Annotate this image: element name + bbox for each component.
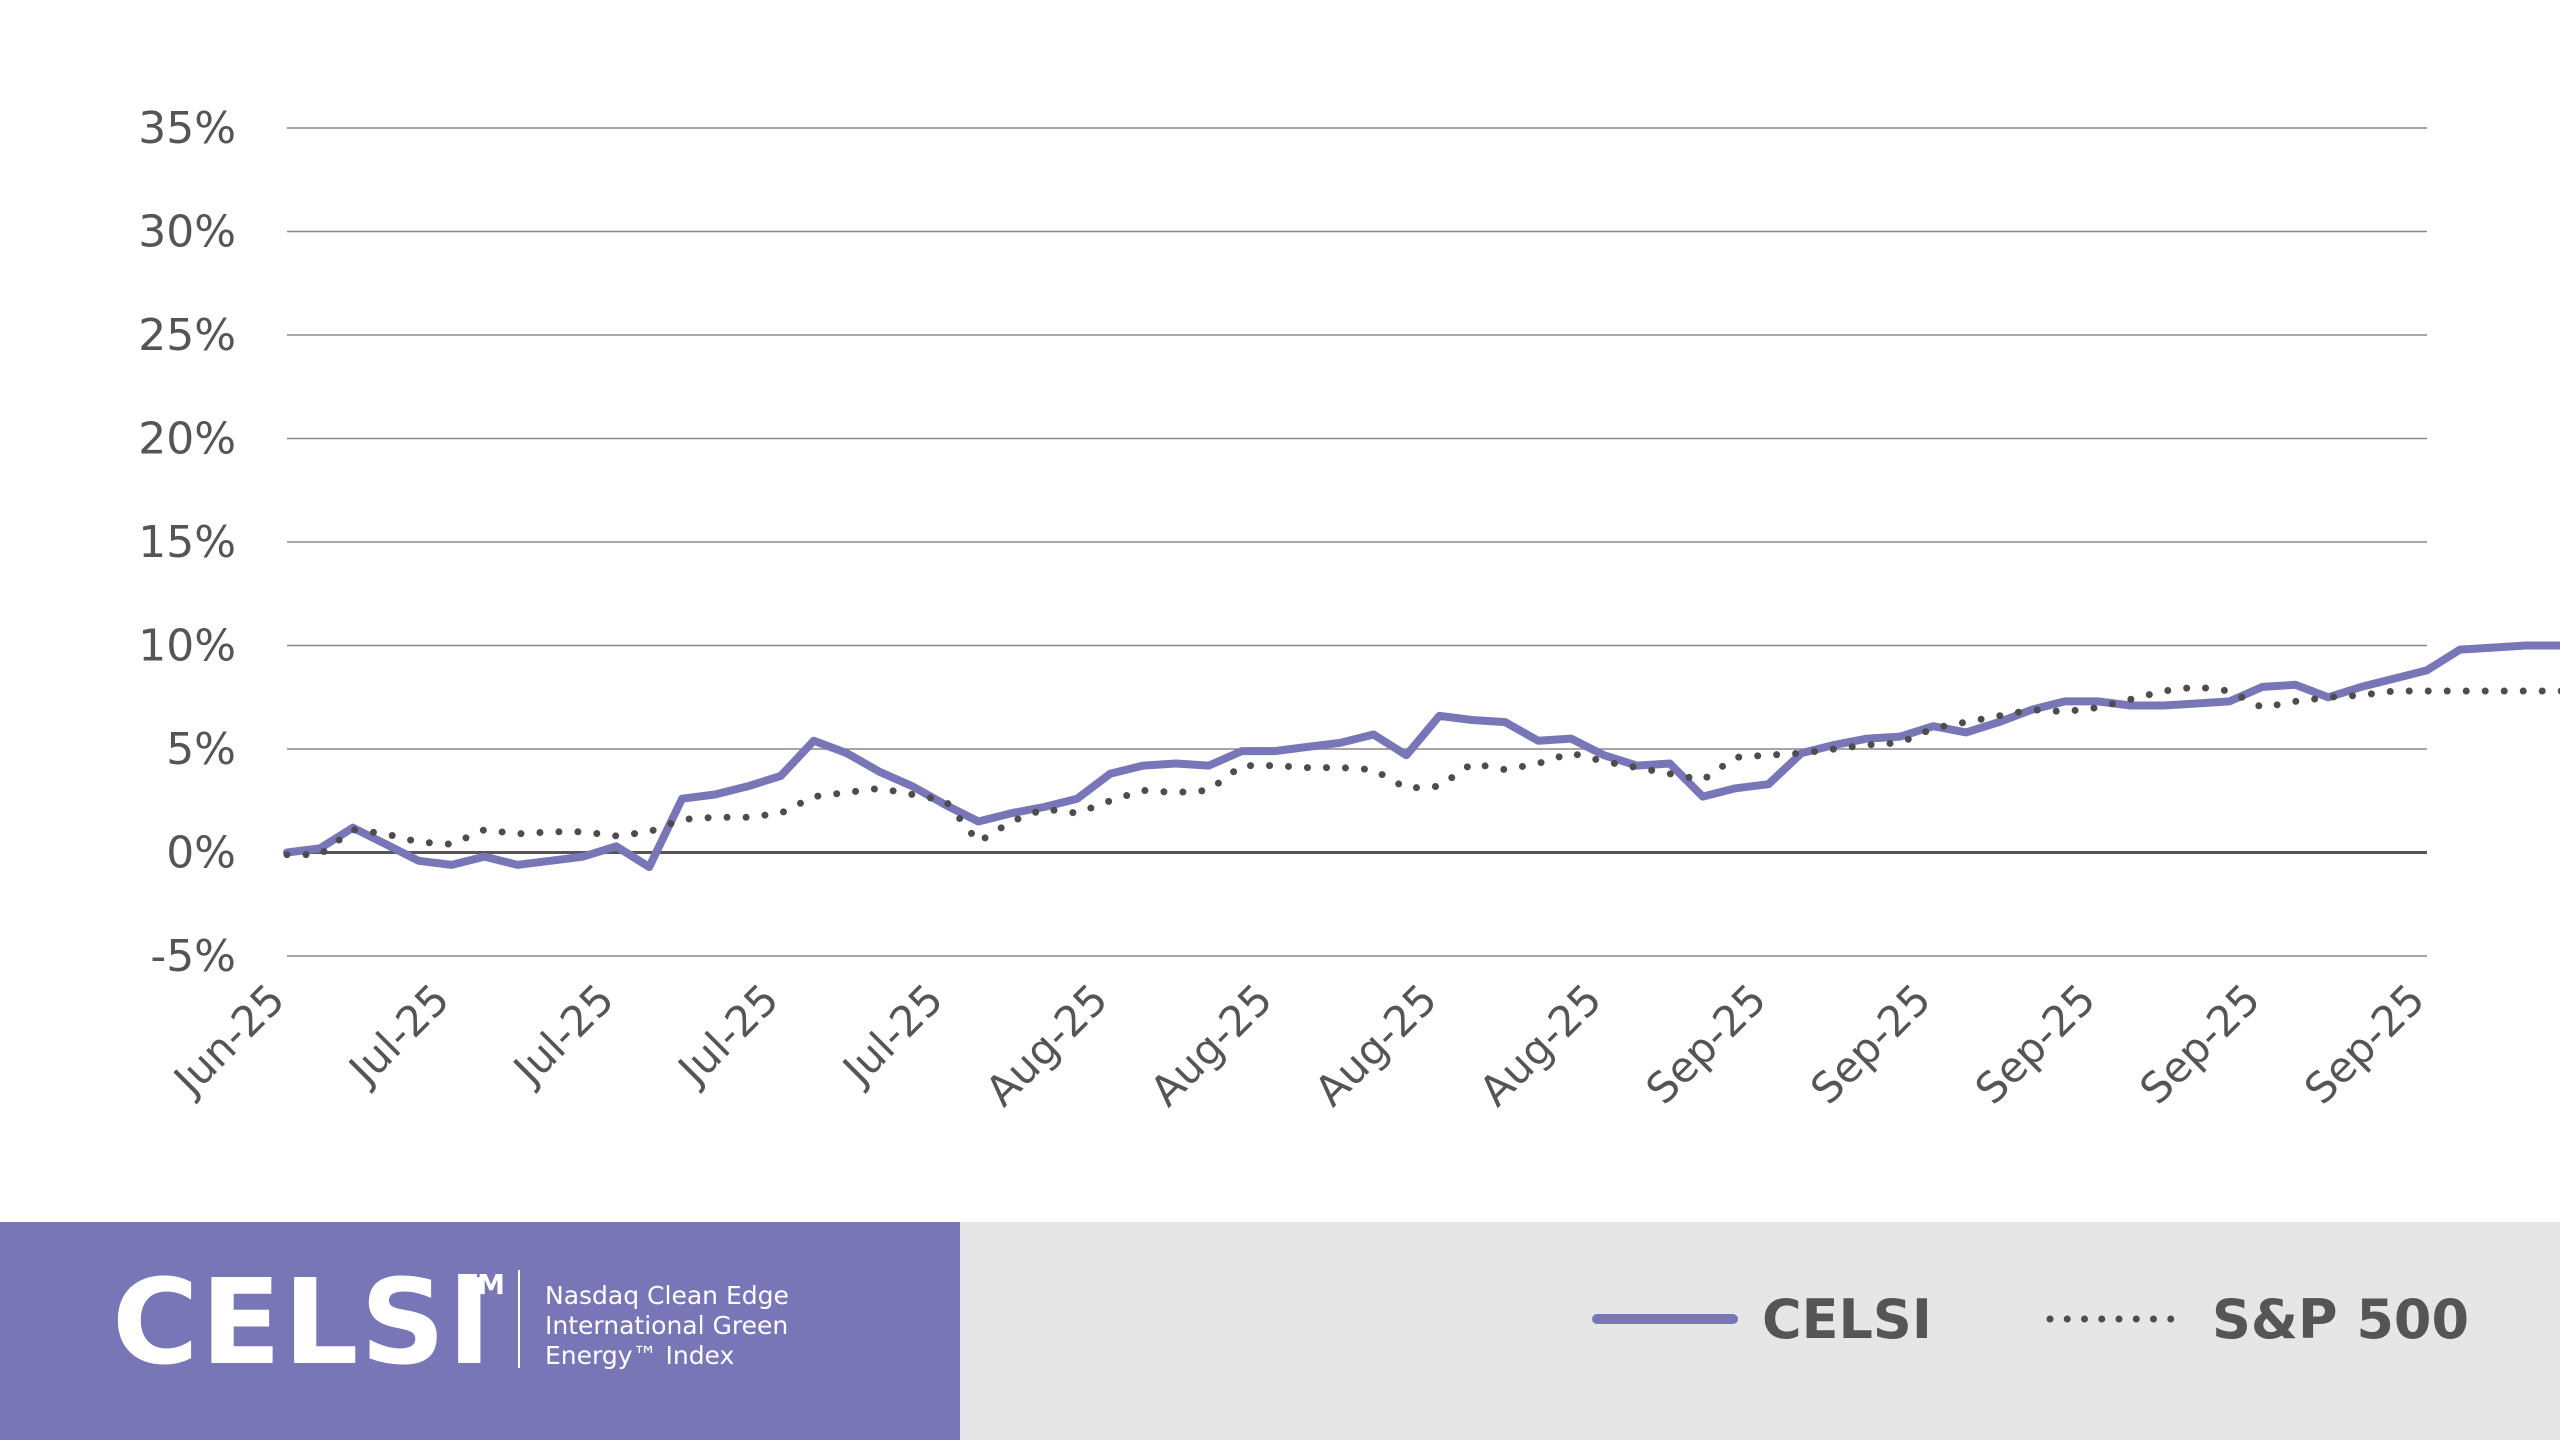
- x-tick-label: Jul-25: [338, 974, 459, 1095]
- x-tick-label: Sep-25: [1801, 974, 1940, 1113]
- y-tick-label: 10%: [138, 621, 236, 672]
- brand-divider: [518, 1270, 520, 1368]
- brand-description: Nasdaq Clean Edge International Green En…: [545, 1281, 905, 1371]
- y-tick-label: 0%: [166, 828, 236, 879]
- legend-swatch-celsi: [1592, 1314, 1738, 1324]
- x-tick-label: Jun-25: [162, 974, 294, 1106]
- brand-desc-line-1: Nasdaq Clean Edge: [545, 1281, 789, 1310]
- x-tick-label: Aug-25: [1305, 974, 1446, 1115]
- y-tick-label: 5%: [166, 724, 236, 775]
- brand-logo-text: CELSI: [112, 1253, 494, 1391]
- grid-lines: [287, 127, 2427, 957]
- y-tick-label: 15%: [138, 517, 236, 568]
- y-tick-label: 20%: [138, 414, 236, 465]
- x-tick-label: Sep-25: [1966, 974, 2105, 1113]
- legend-panel: [960, 1222, 2560, 1440]
- y-tick-label: 30%: [138, 207, 236, 258]
- y-axis-ticks: -5% 0% 5% 10% 15% 20% 25% 30% 35%: [138, 103, 236, 982]
- brand-trademark: TM: [458, 1268, 505, 1301]
- x-tick-label: Jul-25: [502, 974, 623, 1095]
- x-axis-ticks: Jun-25 Jul-25 Jul-25 Jul-25 Jul-25 Aug-25 Aug-…: [162, 974, 2434, 1115]
- legend-swatch-sp500: [2046, 1315, 2192, 1323]
- series-line-sp500: [283, 683, 2560, 859]
- brand-desc-line-3: Energy™ Index: [545, 1341, 735, 1370]
- legend-label-sp500: S&P 500: [2212, 1288, 2470, 1351]
- y-tick-label: -5%: [150, 931, 236, 982]
- series-lines: [283, 641, 2560, 871]
- x-tick-label: Aug-25: [976, 974, 1117, 1115]
- x-tick-label: Jul-25: [667, 974, 788, 1095]
- x-tick-label: Sep-25: [2295, 974, 2434, 1113]
- y-tick-label: 25%: [138, 310, 236, 361]
- x-tick-label: Sep-25: [1636, 974, 1775, 1113]
- brand-desc-line-2: International Green: [545, 1311, 789, 1340]
- line-chart: -5% 0% 5% 10% 15% 20% 25% 30% 35% Jun-25 Jul-25 Ju…: [138, 103, 2560, 1116]
- brand-panel: [0, 1222, 960, 1440]
- series-line-celsi: [283, 641, 2560, 871]
- x-tick-label: Jul-25: [831, 974, 952, 1095]
- x-tick-label: Sep-25: [2130, 974, 2269, 1113]
- legend-label-celsi: CELSI: [1762, 1288, 1932, 1351]
- x-tick-label: Aug-25: [1470, 974, 1611, 1115]
- x-tick-label: Aug-25: [1141, 974, 1282, 1115]
- y-tick-label: 35%: [138, 103, 236, 154]
